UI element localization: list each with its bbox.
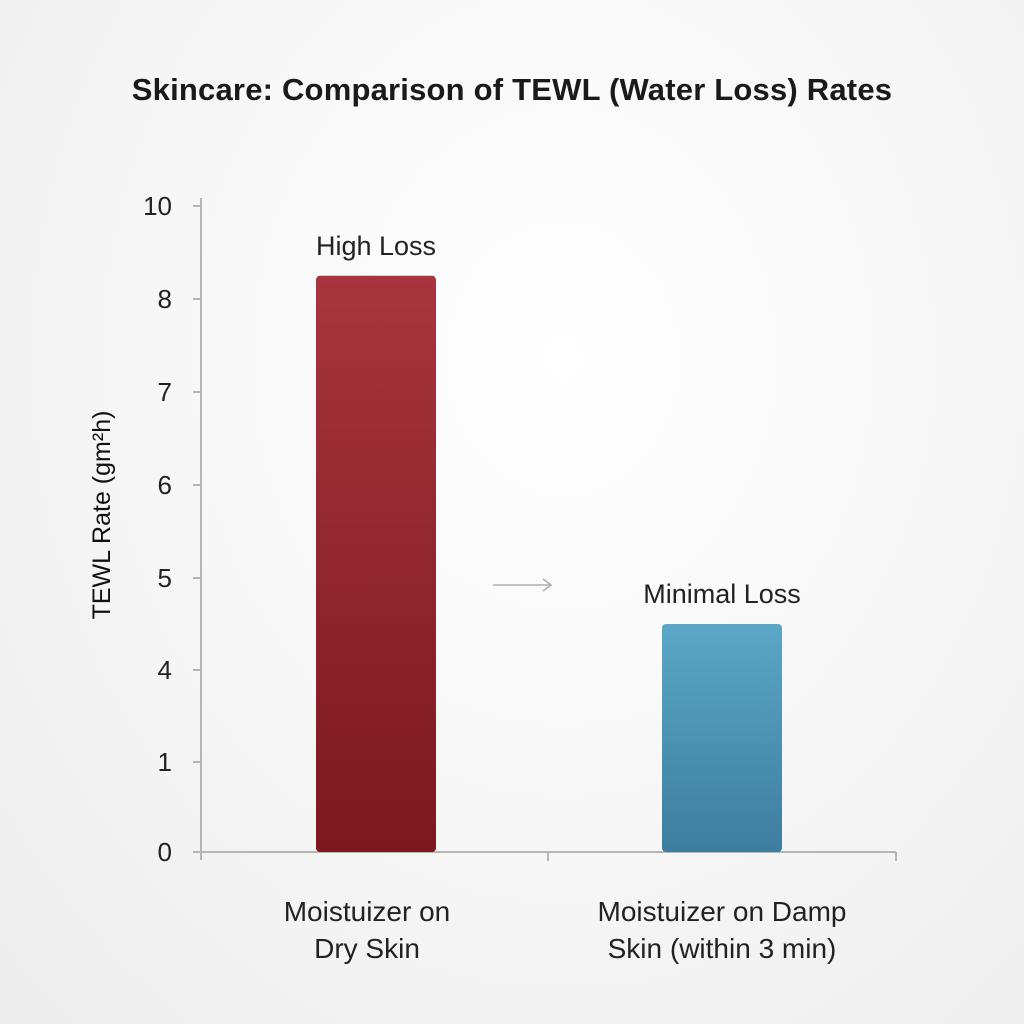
y-tick-label: 5 <box>158 563 172 593</box>
y-tick-label: 7 <box>158 377 172 407</box>
x-category-label: Dry Skin <box>314 933 420 964</box>
y-tick-label: 1 <box>158 747 172 777</box>
y-tick-label: 8 <box>158 284 172 314</box>
arrow-icon <box>493 578 553 592</box>
bar-data-label: Minimal Loss <box>643 579 801 609</box>
y-axis-title: TEWL Rate (gm²h) <box>88 411 116 620</box>
x-category-label: Moistuizer on <box>284 896 451 927</box>
y-tick-label: 0 <box>158 837 172 867</box>
bar-2 <box>662 624 782 852</box>
y-tick-label: 4 <box>158 655 172 685</box>
arrow-head <box>542 578 553 592</box>
y-tick-label: 6 <box>158 470 172 500</box>
chart-title: Skincare: Comparison of TEWL (Water Loss… <box>131 72 893 107</box>
x-category-label: Skin (within 3 min) <box>608 933 837 964</box>
bar-1 <box>316 275 436 852</box>
x-category-label: Moistuizer on Damp <box>598 896 847 927</box>
y-tick-label: 10 <box>143 191 172 221</box>
bar-data-label: High Loss <box>316 231 436 261</box>
